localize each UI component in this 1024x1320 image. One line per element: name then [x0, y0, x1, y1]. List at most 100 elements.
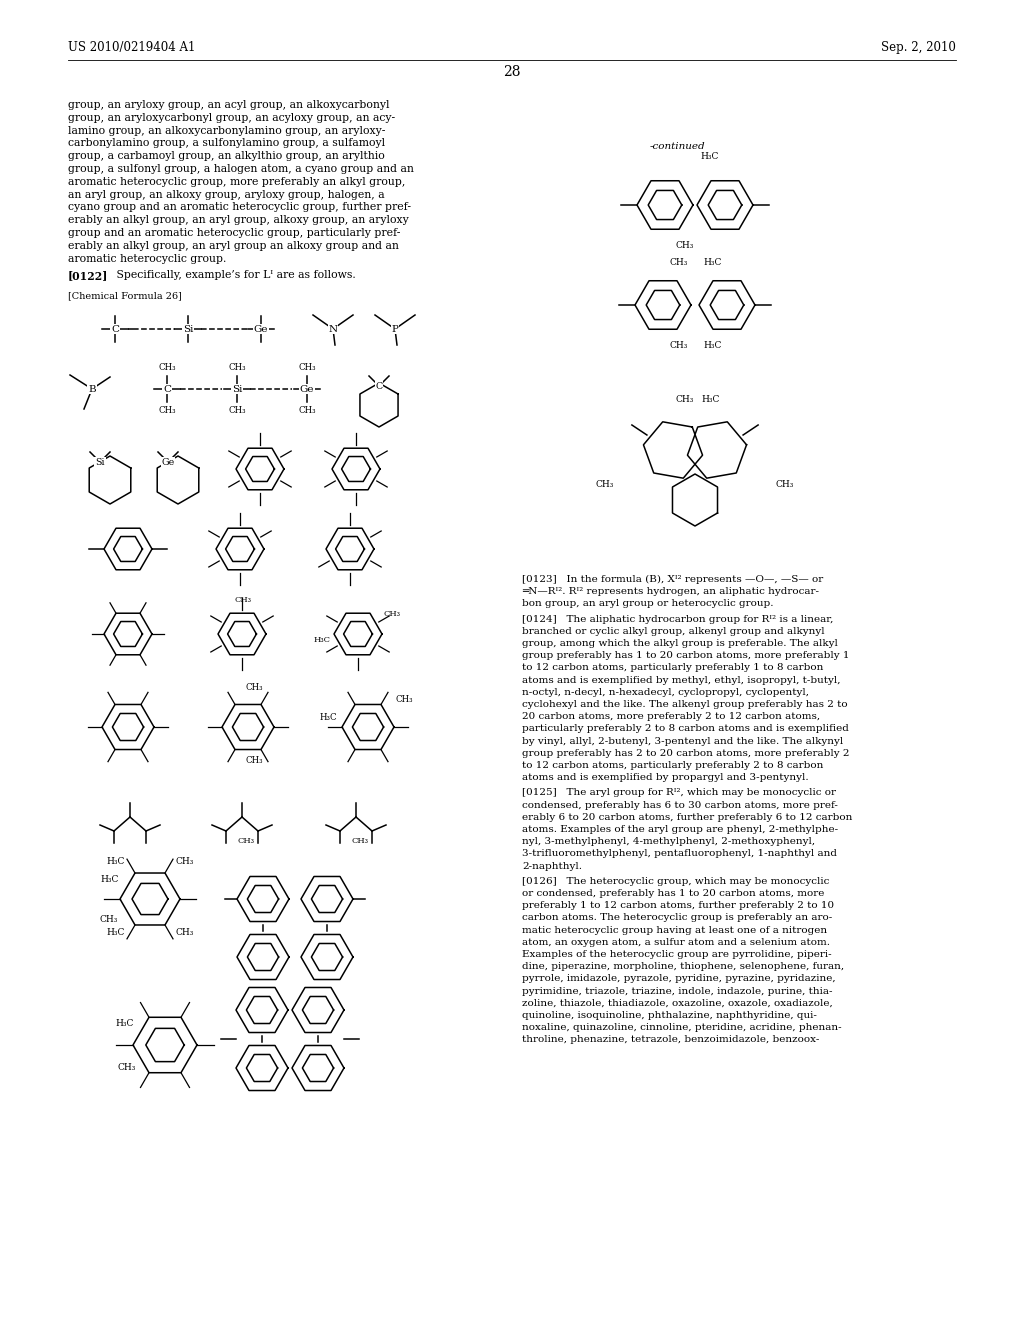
- Text: H₃C: H₃C: [701, 395, 720, 404]
- Text: CH₃: CH₃: [158, 363, 176, 372]
- Text: group and an aromatic heterocyclic group, particularly pref-: group and an aromatic heterocyclic group…: [68, 228, 400, 238]
- Text: CH₃: CH₃: [175, 857, 194, 866]
- Text: group, a sulfonyl group, a halogen atom, a cyano group and an: group, a sulfonyl group, a halogen atom,…: [68, 164, 414, 174]
- Text: erably 6 to 20 carbon atoms, further preferably 6 to 12 carbon: erably 6 to 20 carbon atoms, further pre…: [522, 813, 852, 822]
- Text: erably an alkyl group, an aryl group an alkoxy group and an: erably an alkyl group, an aryl group an …: [68, 240, 399, 251]
- Text: to 12 carbon atoms, particularly preferably 1 to 8 carbon: to 12 carbon atoms, particularly prefera…: [522, 664, 823, 672]
- Text: H₃C: H₃C: [100, 875, 119, 883]
- Text: 3-trifluoromethylphenyl, pentafluorophenyl, 1-naphthyl and: 3-trifluoromethylphenyl, pentafluorophen…: [522, 849, 837, 858]
- Text: throline, phenazine, tetrazole, benzoimidazole, benzoox-: throline, phenazine, tetrazole, benzoimi…: [522, 1035, 819, 1044]
- Text: CH₃: CH₃: [596, 480, 614, 488]
- Text: N: N: [329, 325, 338, 334]
- Text: Ge: Ge: [254, 325, 268, 334]
- Text: CH₃: CH₃: [351, 837, 369, 845]
- Text: CH₃: CH₃: [384, 610, 401, 618]
- Text: 20 carbon atoms, more preferably 2 to 12 carbon atoms,: 20 carbon atoms, more preferably 2 to 12…: [522, 713, 820, 721]
- Text: carbon atoms. The heterocyclic group is preferably an aro-: carbon atoms. The heterocyclic group is …: [522, 913, 833, 923]
- Text: group, a carbamoyl group, an alkylthio group, an arylthio: group, a carbamoyl group, an alkylthio g…: [68, 152, 385, 161]
- Text: CH₃: CH₃: [776, 480, 795, 488]
- Text: branched or cyclic alkyl group, alkenyl group and alkynyl: branched or cyclic alkyl group, alkenyl …: [522, 627, 824, 636]
- Text: nyl, 3-methylphenyl, 4-methylphenyl, 2-methoxyphenyl,: nyl, 3-methylphenyl, 4-methylphenyl, 2-m…: [522, 837, 815, 846]
- Text: P: P: [391, 325, 398, 334]
- Text: CH₃: CH₃: [228, 407, 246, 414]
- Text: CH₃: CH₃: [228, 363, 246, 372]
- Text: Examples of the heterocyclic group are pyrrolidine, piperi-: Examples of the heterocyclic group are p…: [522, 950, 831, 960]
- Text: erably an alkyl group, an aryl group, alkoxy group, an aryloxy: erably an alkyl group, an aryl group, al…: [68, 215, 409, 226]
- Text: matic heterocyclic group having at least one of a nitrogen: matic heterocyclic group having at least…: [522, 925, 827, 935]
- Text: noxaline, quinazoline, cinnoline, pteridine, acridine, phenan-: noxaline, quinazoline, cinnoline, pterid…: [522, 1023, 842, 1032]
- Text: CH₃: CH₃: [158, 407, 176, 414]
- Text: [0124]   The aliphatic hydrocarbon group for Rᴵ² is a linear,: [0124] The aliphatic hydrocarbon group f…: [522, 615, 834, 623]
- Text: CH₃: CH₃: [100, 915, 119, 924]
- Text: [0125]   The aryl group for Rᴵ², which may be monocyclic or: [0125] The aryl group for Rᴵ², which may…: [522, 788, 836, 797]
- Text: to 12 carbon atoms, particularly preferably 2 to 8 carbon: to 12 carbon atoms, particularly prefera…: [522, 762, 823, 770]
- Text: pyrimidine, triazole, triazine, indole, indazole, purine, thia-: pyrimidine, triazole, triazine, indole, …: [522, 986, 833, 995]
- Text: an aryl group, an alkoxy group, aryloxy group, halogen, a: an aryl group, an alkoxy group, aryloxy …: [68, 190, 385, 199]
- Text: group preferably has 1 to 20 carbon atoms, more preferably 1: group preferably has 1 to 20 carbon atom…: [522, 651, 850, 660]
- Text: CH₃: CH₃: [396, 694, 414, 704]
- Text: B: B: [88, 384, 96, 393]
- Text: atoms and is exemplified by propargyl and 3-pentynyl.: atoms and is exemplified by propargyl an…: [522, 774, 809, 783]
- Text: [0122]: [0122]: [68, 271, 109, 281]
- Text: Sep. 2, 2010: Sep. 2, 2010: [881, 41, 956, 54]
- Text: quinoline, isoquinoline, phthalazine, naphthyridine, qui-: quinoline, isoquinoline, phthalazine, na…: [522, 1011, 817, 1020]
- Text: dine, piperazine, morpholine, thiophene, selenophene, furan,: dine, piperazine, morpholine, thiophene,…: [522, 962, 844, 972]
- Text: CH₃: CH₃: [676, 242, 694, 249]
- Text: group, an aryloxy group, an acyl group, an alkoxycarbonyl: group, an aryloxy group, an acyl group, …: [68, 100, 389, 110]
- Text: H₃C: H₃C: [703, 257, 722, 267]
- Text: Si: Si: [95, 458, 104, 466]
- Text: CH₃: CH₃: [245, 756, 263, 766]
- Text: C: C: [163, 384, 171, 393]
- Text: particularly preferably 2 to 8 carbon atoms and is exemplified: particularly preferably 2 to 8 carbon at…: [522, 725, 849, 734]
- Text: bon group, an aryl group or heterocyclic group.: bon group, an aryl group or heterocyclic…: [522, 599, 773, 609]
- Text: atoms and is exemplified by methyl, ethyl, isopropyl, t-butyl,: atoms and is exemplified by methyl, ethy…: [522, 676, 841, 685]
- Text: n-octyl, n-decyl, n-hexadecyl, cyclopropyl, cyclopentyl,: n-octyl, n-decyl, n-hexadecyl, cycloprop…: [522, 688, 809, 697]
- Text: aromatic heterocyclic group, more preferably an alkyl group,: aromatic heterocyclic group, more prefer…: [68, 177, 406, 187]
- Text: [0126]   The heterocyclic group, which may be monocyclic: [0126] The heterocyclic group, which may…: [522, 876, 829, 886]
- Text: group preferably has 2 to 20 carbon atoms, more preferably 2: group preferably has 2 to 20 carbon atom…: [522, 748, 850, 758]
- Text: group, an aryloxycarbonyl group, an acyloxy group, an acy-: group, an aryloxycarbonyl group, an acyl…: [68, 112, 395, 123]
- Text: [0123]   In the formula (B), Xᴵ² represents —O—, —S— or: [0123] In the formula (B), Xᴵ² represent…: [522, 576, 823, 585]
- Text: atoms. Examples of the aryl group are phenyl, 2-methylphe-: atoms. Examples of the aryl group are ph…: [522, 825, 838, 834]
- Text: CH₃: CH₃: [234, 597, 252, 605]
- Text: CH₃: CH₃: [670, 341, 688, 350]
- Text: by vinyl, allyl, 2-butenyl, 3-pentenyl and the like. The alkynyl: by vinyl, allyl, 2-butenyl, 3-pentenyl a…: [522, 737, 843, 746]
- Text: cyano group and an aromatic heterocyclic group, further pref-: cyano group and an aromatic heterocyclic…: [68, 202, 411, 213]
- Text: CH₃: CH₃: [676, 395, 694, 404]
- Text: Ge: Ge: [300, 384, 314, 393]
- Text: [Chemical Formula 26]: [Chemical Formula 26]: [68, 292, 182, 300]
- Text: Ge: Ge: [162, 458, 175, 466]
- Text: H₃C: H₃C: [314, 636, 331, 644]
- Text: CH₃: CH₃: [175, 928, 194, 937]
- Text: condensed, preferably has 6 to 30 carbon atoms, more pref-: condensed, preferably has 6 to 30 carbon…: [522, 801, 838, 809]
- Text: CH₃: CH₃: [298, 363, 315, 372]
- Text: pyrrole, imidazole, pyrazole, pyridine, pyrazine, pyridazine,: pyrrole, imidazole, pyrazole, pyridine, …: [522, 974, 836, 983]
- Text: H₃C: H₃C: [115, 1019, 133, 1027]
- Text: ═N—Rᴵ². Rᴵ² represents hydrogen, an aliphatic hydrocar-: ═N—Rᴵ². Rᴵ² represents hydrogen, an alip…: [522, 587, 819, 597]
- Text: carbonylamino group, a sulfonylamino group, a sulfamoyl: carbonylamino group, a sulfonylamino gro…: [68, 139, 385, 148]
- Text: C: C: [376, 381, 383, 391]
- Text: lamino group, an alkoxycarbonylamino group, an aryloxy-: lamino group, an alkoxycarbonylamino gro…: [68, 125, 385, 136]
- Text: H₃C: H₃C: [703, 341, 722, 350]
- Text: CH₃: CH₃: [238, 837, 255, 845]
- Text: atom, an oxygen atom, a sulfur atom and a selenium atom.: atom, an oxygen atom, a sulfur atom and …: [522, 937, 830, 946]
- Text: CH₃: CH₃: [117, 1063, 135, 1072]
- Text: H₃C: H₃C: [106, 928, 125, 937]
- Text: H₃C: H₃C: [700, 152, 719, 161]
- Text: CH₃: CH₃: [298, 407, 315, 414]
- Text: Si: Si: [231, 384, 243, 393]
- Text: H₃C: H₃C: [106, 857, 125, 866]
- Text: or condensed, preferably has 1 to 20 carbon atoms, more: or condensed, preferably has 1 to 20 car…: [522, 888, 824, 898]
- Text: Si: Si: [183, 325, 194, 334]
- Text: 28: 28: [503, 65, 521, 79]
- Text: zoline, thiazole, thiadiazole, oxazoline, oxazole, oxadiazole,: zoline, thiazole, thiadiazole, oxazoline…: [522, 999, 833, 1007]
- Text: group, among which the alkyl group is preferable. The alkyl: group, among which the alkyl group is pr…: [522, 639, 838, 648]
- Text: aromatic heterocyclic group.: aromatic heterocyclic group.: [68, 253, 226, 264]
- Text: Specifically, example’s for Lᴵ are as follows.: Specifically, example’s for Lᴵ are as fo…: [106, 271, 355, 280]
- Text: 2-naphthyl.: 2-naphthyl.: [522, 862, 582, 871]
- Text: H₃C: H₃C: [319, 713, 338, 722]
- Text: cyclohexyl and the like. The alkenyl group preferably has 2 to: cyclohexyl and the like. The alkenyl gro…: [522, 700, 848, 709]
- Text: preferably 1 to 12 carbon atoms, further preferably 2 to 10: preferably 1 to 12 carbon atoms, further…: [522, 902, 835, 911]
- Text: CH₃: CH₃: [670, 257, 688, 267]
- Text: C: C: [111, 325, 119, 334]
